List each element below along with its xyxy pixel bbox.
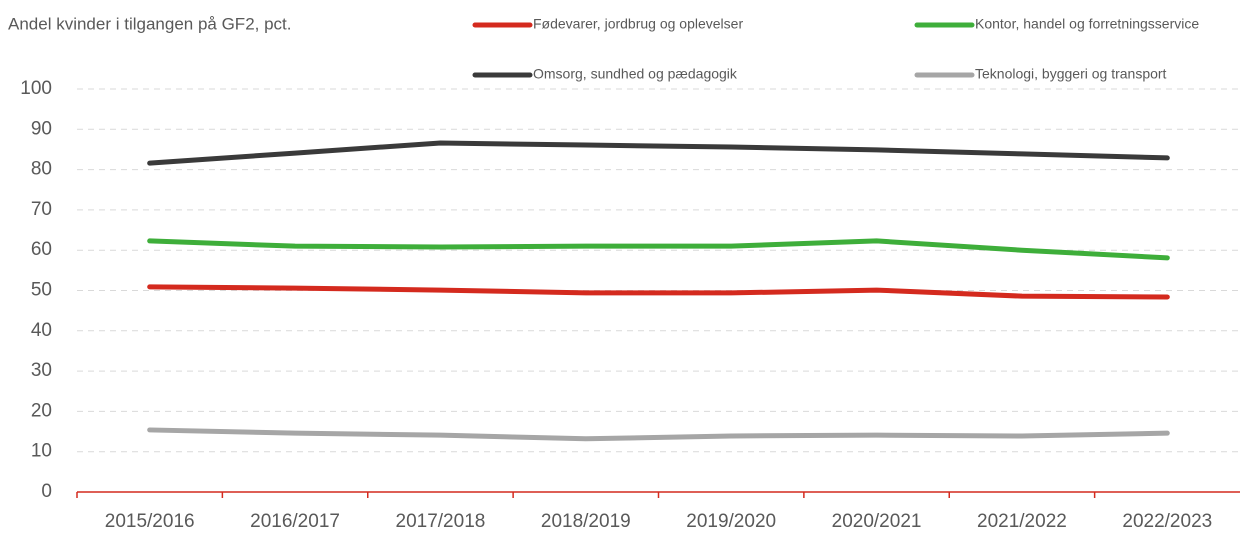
x-tick-label: 2017/2018: [396, 511, 486, 532]
x-tick-label: 2021/2022: [977, 511, 1067, 532]
line-series: [147, 284, 1170, 300]
x-tick-label: 2019/2020: [686, 511, 776, 532]
legend-label: Teknologi, byggeri og transport: [975, 66, 1167, 82]
y-tick-label: 20: [31, 400, 52, 421]
y-tick-label: 50: [31, 280, 52, 301]
y-tick-label: 60: [31, 239, 52, 260]
x-tick-label: 2018/2019: [541, 511, 631, 532]
y-tick-label: 90: [31, 118, 52, 139]
y-tick-label: 10: [31, 441, 52, 462]
legend-label: Fødevarer, jordbrug og oplevelser: [533, 16, 743, 32]
y-tick-label: 100: [20, 78, 52, 99]
legend-label: Omsorg, sundhed og pædagogik: [533, 66, 738, 82]
line-series: [147, 427, 1170, 442]
y-tick-label: 70: [31, 199, 52, 220]
y-tick-label: 40: [31, 320, 52, 341]
y-tick-label: 30: [31, 360, 52, 381]
x-tick-label: 2020/2021: [832, 511, 922, 532]
line-series: [147, 238, 1170, 261]
line-series: [147, 140, 1170, 166]
x-tick-label: 2015/2016: [105, 511, 195, 532]
y-tick-label: 0: [41, 481, 52, 502]
y-tick-label: 80: [31, 159, 52, 180]
x-tick-label: 2016/2017: [250, 511, 340, 532]
x-tick-label: 2022/2023: [1122, 511, 1212, 532]
chart-title: Andel kvinder i tilgangen på GF2, pct.: [8, 14, 292, 33]
legend-label: Kontor, handel og forretningsservice: [975, 16, 1199, 32]
